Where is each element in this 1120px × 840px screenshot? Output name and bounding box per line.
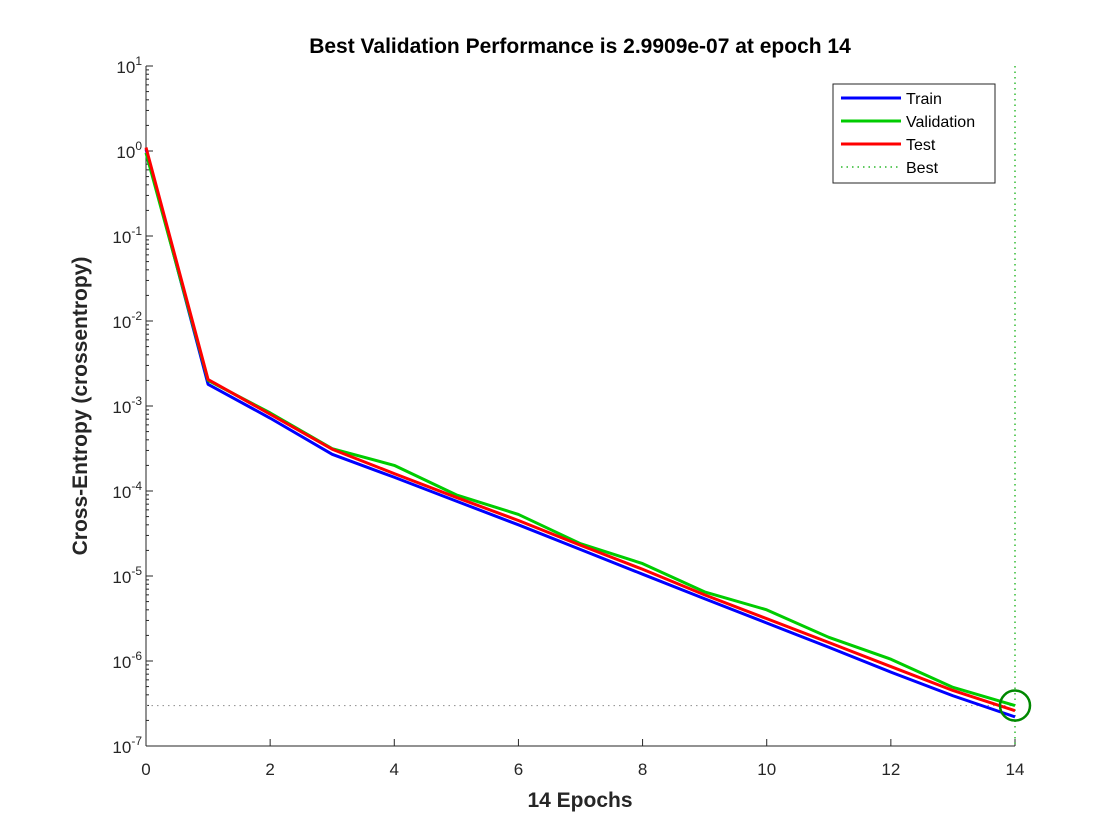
x-tick-label: 0 [141,760,150,779]
chart-title: Best Validation Performance is 2.9909e-0… [309,35,851,58]
y-tick-label: 10-3 [112,394,142,417]
x-tick-label: 6 [514,760,523,779]
y-tick-label: 10-1 [112,224,142,247]
y-tick-label: 101 [116,54,142,77]
y-tick-label: 100 [116,139,142,162]
y-tick-label: 10-2 [112,309,142,332]
x-axis-label: 14 Epochs [527,789,632,812]
legend-label-best: Best [906,160,939,177]
x-tick-label: 4 [390,760,399,779]
legend-label-test: Test [906,137,936,154]
series-line-train [144,148,1016,719]
legend: Train Validation Test Best [832,83,996,184]
x-tick-label: 14 [1006,760,1025,779]
legend-label-validation: Validation [906,114,975,131]
best-point-marker [998,689,1032,722]
y-tick-label: 10-5 [112,564,142,587]
x-tick-label: 2 [265,760,274,779]
y-tick-label: 10-7 [112,734,142,757]
series-line-test [144,147,1016,713]
plot-area: 0 2 4 6 8 10 12 14 101 100 10-1 10-2 10-3 10-4 10-5 10-… [112,54,1032,779]
x-tick-label: 10 [757,760,776,779]
legend-label-train: Train [906,91,942,108]
series-line-validation [144,152,1016,707]
legend-box [832,83,996,184]
x-tick-label: 8 [638,760,647,779]
x-tick-label: 12 [881,760,900,779]
y-tick-label: 10-6 [112,649,142,672]
y-axis-label: Cross-Entropy (crossentropy) [69,257,92,556]
y-tick-label: 10-4 [112,479,142,502]
